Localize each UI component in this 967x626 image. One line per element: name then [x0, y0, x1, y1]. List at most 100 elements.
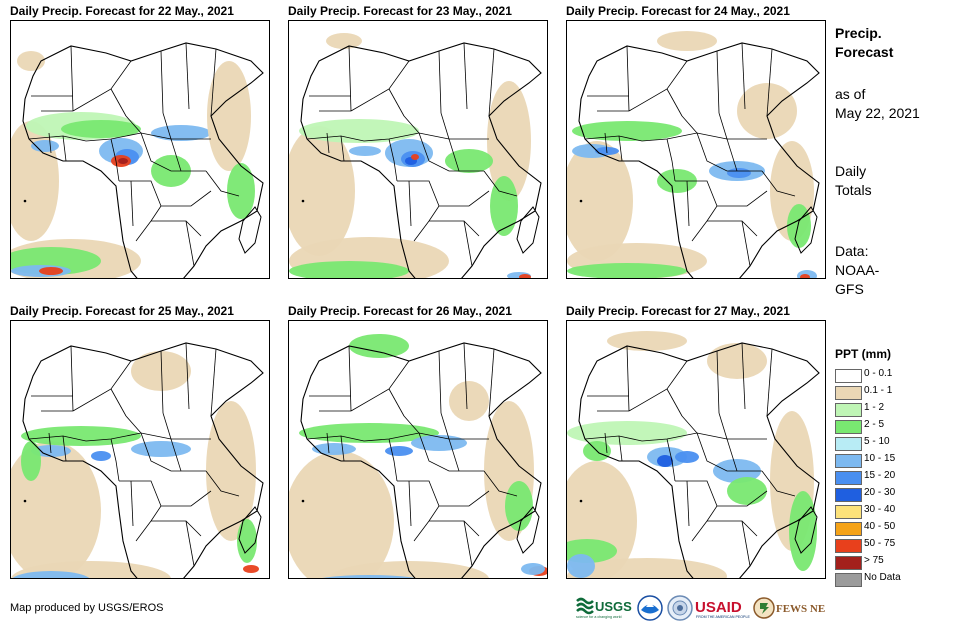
country-border	[348, 345, 352, 412]
country-border	[413, 505, 440, 542]
africa-map	[567, 21, 825, 278]
country-border	[205, 470, 240, 497]
legend-label: 2 - 5	[864, 419, 885, 430]
usaid-logo: USAID FROM THE AMERICAN PEOPLE	[695, 599, 750, 619]
legend-title: PPT (mm)	[835, 347, 892, 361]
legend-swatch	[835, 403, 862, 417]
country-borders	[28, 342, 240, 567]
legend-label: > 75	[864, 555, 884, 566]
precip-area	[227, 163, 255, 219]
country-border	[463, 520, 473, 567]
madagascar-outline	[238, 206, 262, 254]
legend-swatch	[835, 505, 862, 519]
precip-area	[21, 426, 141, 446]
country-border	[686, 480, 690, 527]
precip-area	[707, 343, 767, 379]
country-border	[135, 205, 162, 242]
country-border	[766, 348, 773, 417]
africa-map	[289, 321, 547, 578]
country-border	[408, 480, 412, 527]
country-border	[397, 480, 440, 507]
precip-area	[567, 141, 633, 261]
country-border	[440, 412, 450, 440]
country-border	[696, 432, 762, 472]
country-borders	[306, 342, 518, 567]
country-border	[726, 138, 738, 172]
precip-map	[10, 20, 270, 279]
country-border	[125, 115, 142, 134]
country-border	[388, 438, 398, 482]
africa-map	[289, 21, 547, 278]
continent-outline	[22, 342, 264, 578]
precip-area	[385, 446, 413, 456]
country-border	[408, 180, 412, 227]
madagascar-outline	[516, 506, 540, 554]
country-border	[741, 520, 751, 567]
madagascar-outline	[794, 206, 818, 254]
precip-area	[800, 274, 810, 278]
precip-area	[31, 140, 59, 152]
continent-outline	[578, 342, 820, 578]
legend-label: 50 - 75	[864, 538, 896, 549]
island-marker	[301, 499, 305, 503]
precip-area	[151, 125, 211, 141]
country-border	[119, 180, 162, 207]
precip-area	[411, 154, 419, 160]
continent-outline	[578, 42, 820, 278]
country-border	[62, 135, 67, 162]
country-border	[340, 435, 345, 462]
precip-area	[567, 263, 687, 278]
country-border	[170, 138, 182, 172]
precip-area	[787, 204, 811, 248]
legend-swatch	[835, 420, 862, 434]
precip-area	[299, 423, 439, 443]
precip-area	[519, 274, 531, 278]
precip-area	[118, 158, 128, 164]
data-source-line2: GFS	[835, 281, 864, 297]
continent-outline	[300, 342, 542, 578]
country-border	[48, 432, 52, 454]
precip-area	[322, 575, 416, 578]
country-border	[716, 350, 720, 414]
country-border	[161, 190, 212, 207]
forecast-panel-6: Daily Precip. Forecast for 27 May., 2021	[566, 304, 826, 579]
as-of-date: as of May 22, 2021	[835, 85, 920, 123]
country-border	[666, 388, 683, 417]
country-border	[413, 205, 440, 242]
country-border	[418, 432, 484, 472]
country-border	[718, 412, 728, 440]
noaa-logo	[637, 595, 663, 621]
legend-label: 5 - 10	[864, 436, 890, 447]
precip-area	[572, 121, 682, 141]
precip-area	[61, 120, 141, 138]
precip-area	[445, 149, 493, 173]
precip-area	[349, 146, 381, 156]
precip-area	[490, 176, 518, 236]
as-of-label: as of	[835, 86, 866, 102]
legend-swatch	[835, 539, 862, 553]
legend-swatch	[835, 437, 862, 451]
country-border	[110, 138, 120, 182]
precip-map	[566, 320, 826, 579]
panel-title: Daily Precip. Forecast for 25 May., 2021	[10, 304, 234, 318]
country-border	[70, 45, 74, 112]
precip-area	[449, 381, 489, 421]
usgs-wordmark: USGS	[595, 599, 632, 614]
country-border	[326, 132, 330, 154]
country-border	[185, 42, 190, 110]
country-border	[741, 42, 746, 110]
data-source-line1: NOAA-	[835, 262, 880, 278]
country-border	[125, 415, 142, 434]
country-border	[130, 180, 134, 227]
country-border	[439, 490, 490, 507]
continent-outline	[22, 42, 264, 278]
legend-label: 15 - 20	[864, 470, 896, 481]
country-borders	[584, 42, 796, 267]
country-border	[483, 170, 518, 197]
africa-map	[11, 321, 269, 578]
country-border	[696, 132, 762, 172]
side-title-line1: Precip.	[835, 25, 882, 41]
country-border	[140, 132, 206, 172]
precip-area	[312, 443, 356, 455]
africa-map	[11, 21, 269, 278]
